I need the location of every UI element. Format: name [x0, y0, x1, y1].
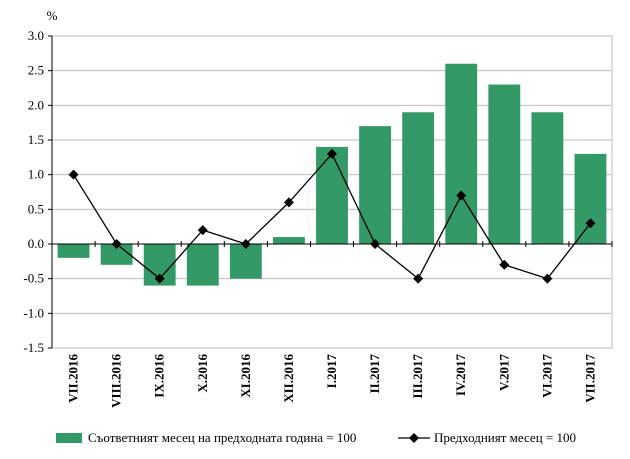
line-point	[413, 273, 424, 284]
x-tick-label: I.2017	[324, 354, 339, 389]
line-point	[585, 218, 596, 229]
x-tick-label: X.2016	[195, 354, 210, 393]
bar	[359, 126, 392, 244]
y-tick-label: 1.0	[28, 167, 44, 182]
bar	[229, 244, 262, 279]
y-tick-label: 3.0	[28, 28, 44, 43]
line-series	[68, 148, 596, 284]
bar	[402, 112, 435, 245]
y-tick-label: 0.5	[28, 201, 44, 216]
x-tick-label: IV.2017	[453, 354, 468, 397]
legend-marker-diamond	[409, 433, 419, 443]
x-tick-label: III.2017	[410, 354, 425, 399]
legend-swatch-bar	[56, 433, 82, 443]
y-tick-label: 2.0	[28, 97, 44, 112]
axes	[51, 36, 613, 348]
y-tick-label: 2.5	[28, 63, 44, 78]
x-tick-label: II.2017	[367, 354, 382, 394]
line-point	[327, 148, 337, 159]
x-tick-label: XII.2016	[281, 354, 296, 403]
line-point	[240, 239, 251, 249]
x-tick-label: VII.2017	[582, 354, 597, 403]
line-point	[456, 190, 467, 201]
line-point	[542, 273, 553, 284]
bar	[57, 244, 90, 258]
bar	[272, 237, 305, 244]
line-point	[283, 197, 294, 208]
legend-label-bar: Съответният месец на предходната година …	[88, 430, 356, 445]
x-tick-label: VI.2017	[539, 354, 554, 398]
y-ticks: 3.0 2.5 2.0 1.5 1.0 0.5 0.0 -0.5 -1.0 -1.5	[23, 28, 52, 355]
line-point	[154, 273, 165, 284]
legend: Съответният месец на предходната година …	[56, 430, 576, 445]
y-tick-label: -1.5	[23, 340, 44, 355]
legend-label-line: Предходният месец = 100	[434, 430, 576, 445]
bar	[100, 244, 133, 265]
bar	[574, 153, 607, 244]
line-point	[68, 169, 79, 180]
line-point	[499, 259, 510, 270]
bar	[488, 84, 521, 245]
x-tick-label: VII.2016	[66, 354, 81, 403]
line-point	[197, 225, 208, 236]
y-tick-label: 1.5	[28, 132, 44, 147]
bar	[186, 244, 219, 286]
x-tick-label: VIII.2016	[109, 354, 124, 408]
x-tick-label: V.2017	[496, 354, 511, 391]
y-tick-label: 0.0	[28, 236, 44, 251]
line-point	[111, 239, 122, 249]
bar	[531, 112, 564, 245]
x-tick-label: IX.2016	[152, 354, 167, 398]
x-tick-label: XI.2016	[238, 354, 253, 398]
bar-series	[57, 63, 607, 286]
y-tick-label: -1.0	[23, 305, 44, 320]
bar	[445, 63, 478, 244]
bar	[316, 146, 348, 244]
y-axis-label: %	[47, 8, 58, 23]
x-ticks: VII.2016 VIII.2016 IX.2016 X.2016 XI.2016 XII…	[66, 354, 598, 408]
line-point	[370, 239, 381, 249]
y-tick-label: -0.5	[23, 271, 44, 286]
